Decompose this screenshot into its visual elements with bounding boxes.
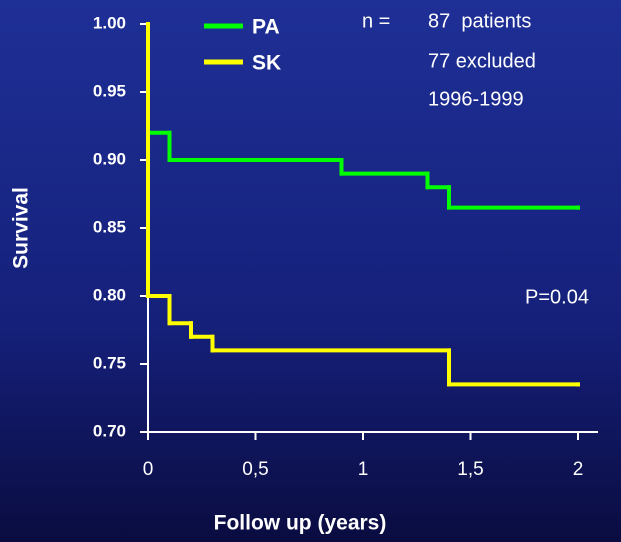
y-axis-label: Survival [10, 187, 33, 269]
y-tick-label: 0.80 [93, 285, 126, 304]
legend-label: SK [252, 52, 281, 75]
annotation: 87 patients [428, 10, 531, 32]
x-tick-label: 2 [573, 459, 584, 480]
y-tick-label: 0.70 [93, 421, 126, 440]
annotation: 1996-1999 [428, 88, 524, 110]
y-tick-label: 0.75 [93, 353, 126, 372]
annotation: 77 excluded [428, 50, 536, 72]
y-tick-label: 0.90 [93, 149, 126, 168]
x-tick-label: 1,5 [457, 459, 483, 480]
x-tick-label: 1 [358, 459, 369, 480]
x-tick-label: 0,5 [242, 459, 268, 480]
annotation: P=0.04 [525, 286, 589, 308]
annotation: n = [362, 10, 390, 32]
legend-label: PA [252, 16, 280, 39]
x-tick-label: 0 [143, 459, 154, 480]
y-tick-label: 0.95 [93, 81, 126, 100]
y-tick-label: 0.85 [93, 217, 126, 236]
x-axis-label: Follow up (years) [214, 512, 387, 535]
y-tick-label: 1.00 [93, 13, 126, 32]
